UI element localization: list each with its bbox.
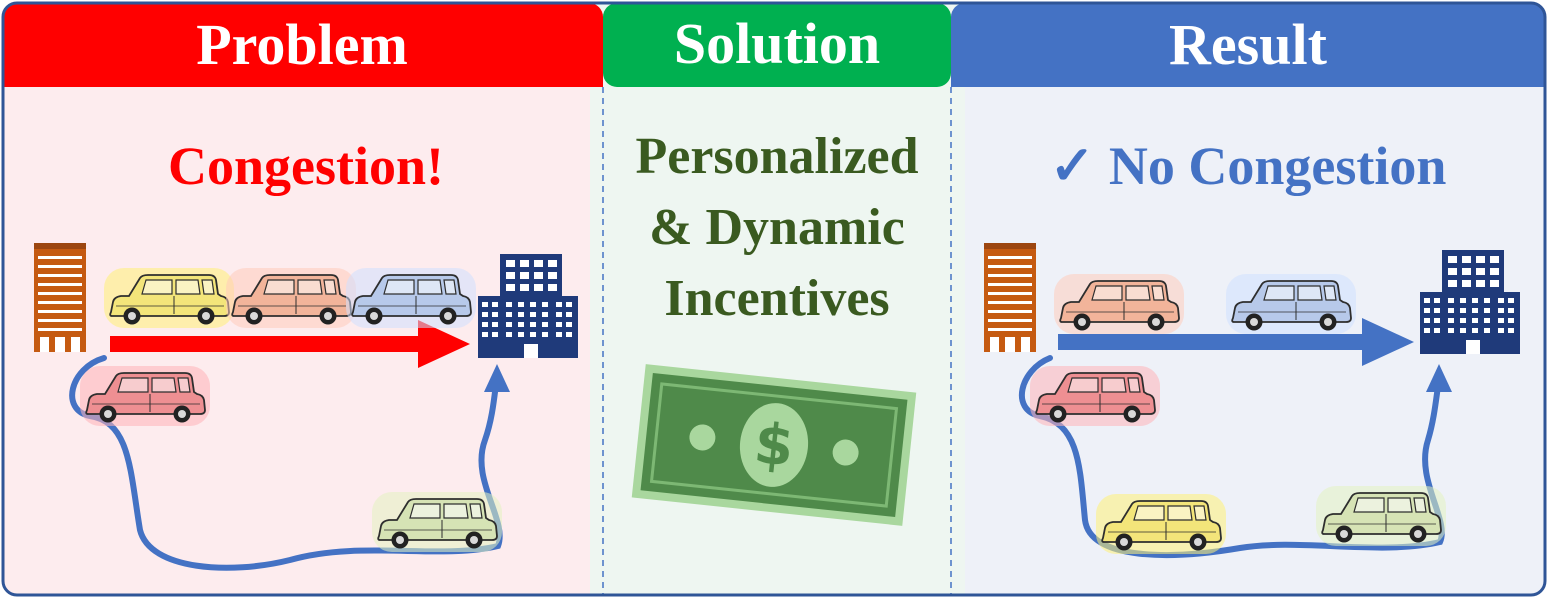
car-icon (1030, 366, 1160, 426)
solution-line-dynamic: & Dynamic (649, 199, 905, 256)
congestion-label: Congestion! (167, 136, 444, 196)
svg-text:$: $ (751, 411, 797, 480)
car-icon (226, 268, 356, 328)
car-icon (1054, 274, 1184, 334)
no-congestion-text: No Congestion (1108, 136, 1447, 196)
car-icon (346, 268, 476, 328)
solution-title: Solution (673, 11, 881, 76)
car-icon (104, 268, 234, 328)
result-title: Result (1169, 12, 1327, 77)
office-building-icon (1420, 250, 1520, 354)
solution-header (603, 3, 951, 87)
office-building-icon (478, 254, 578, 358)
car-icon (372, 492, 502, 552)
main-road-arrow (1058, 318, 1414, 366)
apartment-building-icon (34, 243, 86, 352)
car-icon (1316, 486, 1446, 546)
apartment-building-icon (984, 243, 1036, 352)
dollar-bill-icon: $ (631, 364, 917, 526)
solution-line-incentives: Incentives (664, 270, 890, 327)
detour-arrowhead (1426, 364, 1452, 392)
checkmark-icon: ✓ (1049, 136, 1095, 196)
main-road-arrow (110, 320, 470, 368)
detour-arrowhead (484, 364, 510, 392)
car-icon (1096, 494, 1226, 554)
no-congestion-label: ✓ No Congestion (952, 136, 1544, 196)
problem-title: Problem (196, 12, 408, 77)
solution-line-personalized: Personalized (635, 128, 919, 185)
car-icon (1226, 274, 1356, 334)
car-icon (80, 366, 210, 426)
